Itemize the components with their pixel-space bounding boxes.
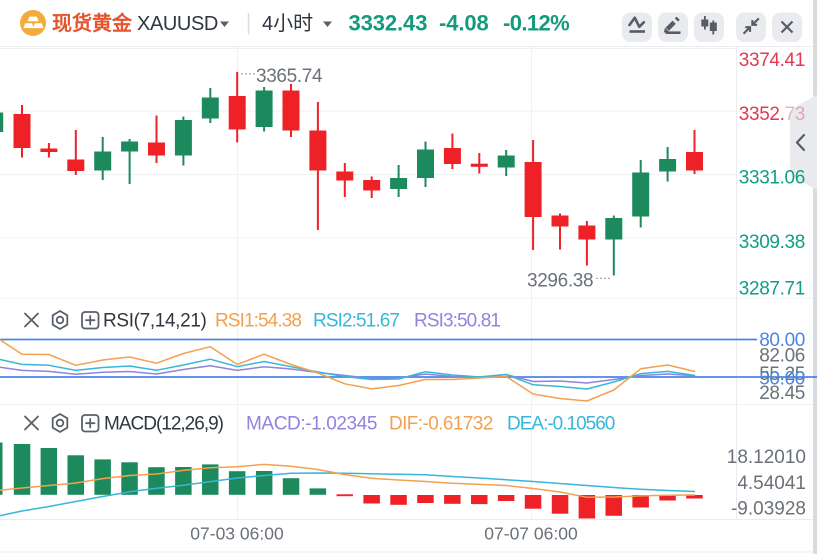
svg-text:-9.03928: -9.03928 [731, 498, 806, 519]
svg-text:3309.38: 3309.38 [739, 232, 805, 253]
svg-text:DEA:-0.10560: DEA:-0.10560 [507, 414, 615, 435]
svg-text:50.00: 50.00 [759, 368, 805, 389]
svg-text:3296.38: 3296.38 [527, 271, 593, 292]
svg-text:3331.06: 3331.06 [739, 168, 805, 189]
svg-text:3352.73: 3352.73 [739, 104, 805, 125]
svg-text:RSI(7,14,21): RSI(7,14,21) [103, 311, 207, 332]
svg-text:28.45: 28.45 [759, 383, 805, 404]
svg-text:XAUUSD: XAUUSD [137, 13, 218, 35]
svg-text:18.12010: 18.12010 [727, 447, 806, 468]
svg-text:DIF:-0.61732: DIF:-0.61732 [389, 414, 493, 435]
svg-text:80.00: 80.00 [759, 330, 805, 351]
svg-text:-0.12%: -0.12% [503, 10, 569, 35]
svg-text:4小时: 4小时 [262, 12, 313, 35]
svg-text:55.25: 55.25 [759, 364, 805, 385]
svg-text:现货黄金: 现货黄金 [52, 11, 133, 35]
svg-text:-4.08: -4.08 [439, 10, 489, 35]
svg-text:RSI2:51.67: RSI2:51.67 [313, 311, 399, 332]
svg-text:RSI3:50.81: RSI3:50.81 [414, 311, 500, 332]
svg-text:MACD(12,26,9): MACD(12,26,9) [104, 414, 224, 435]
svg-text:07-03 06:00: 07-03 06:00 [190, 524, 284, 544]
svg-text:RSI1:54.38: RSI1:54.38 [215, 311, 301, 332]
svg-text:····: ···· [240, 66, 256, 80]
svg-text:····: ···· [595, 271, 611, 285]
svg-text:3365.74: 3365.74 [256, 66, 323, 87]
svg-text:3332.43: 3332.43 [349, 10, 428, 35]
svg-text:3287.71: 3287.71 [739, 279, 805, 300]
svg-text:82.06: 82.06 [759, 345, 805, 366]
svg-text:MACD:-1.02345: MACD:-1.02345 [246, 414, 377, 435]
svg-text:4.54041: 4.54041 [737, 473, 806, 494]
svg-text:3374.41: 3374.41 [739, 50, 805, 71]
svg-text:07-07 06:00: 07-07 06:00 [484, 524, 578, 544]
